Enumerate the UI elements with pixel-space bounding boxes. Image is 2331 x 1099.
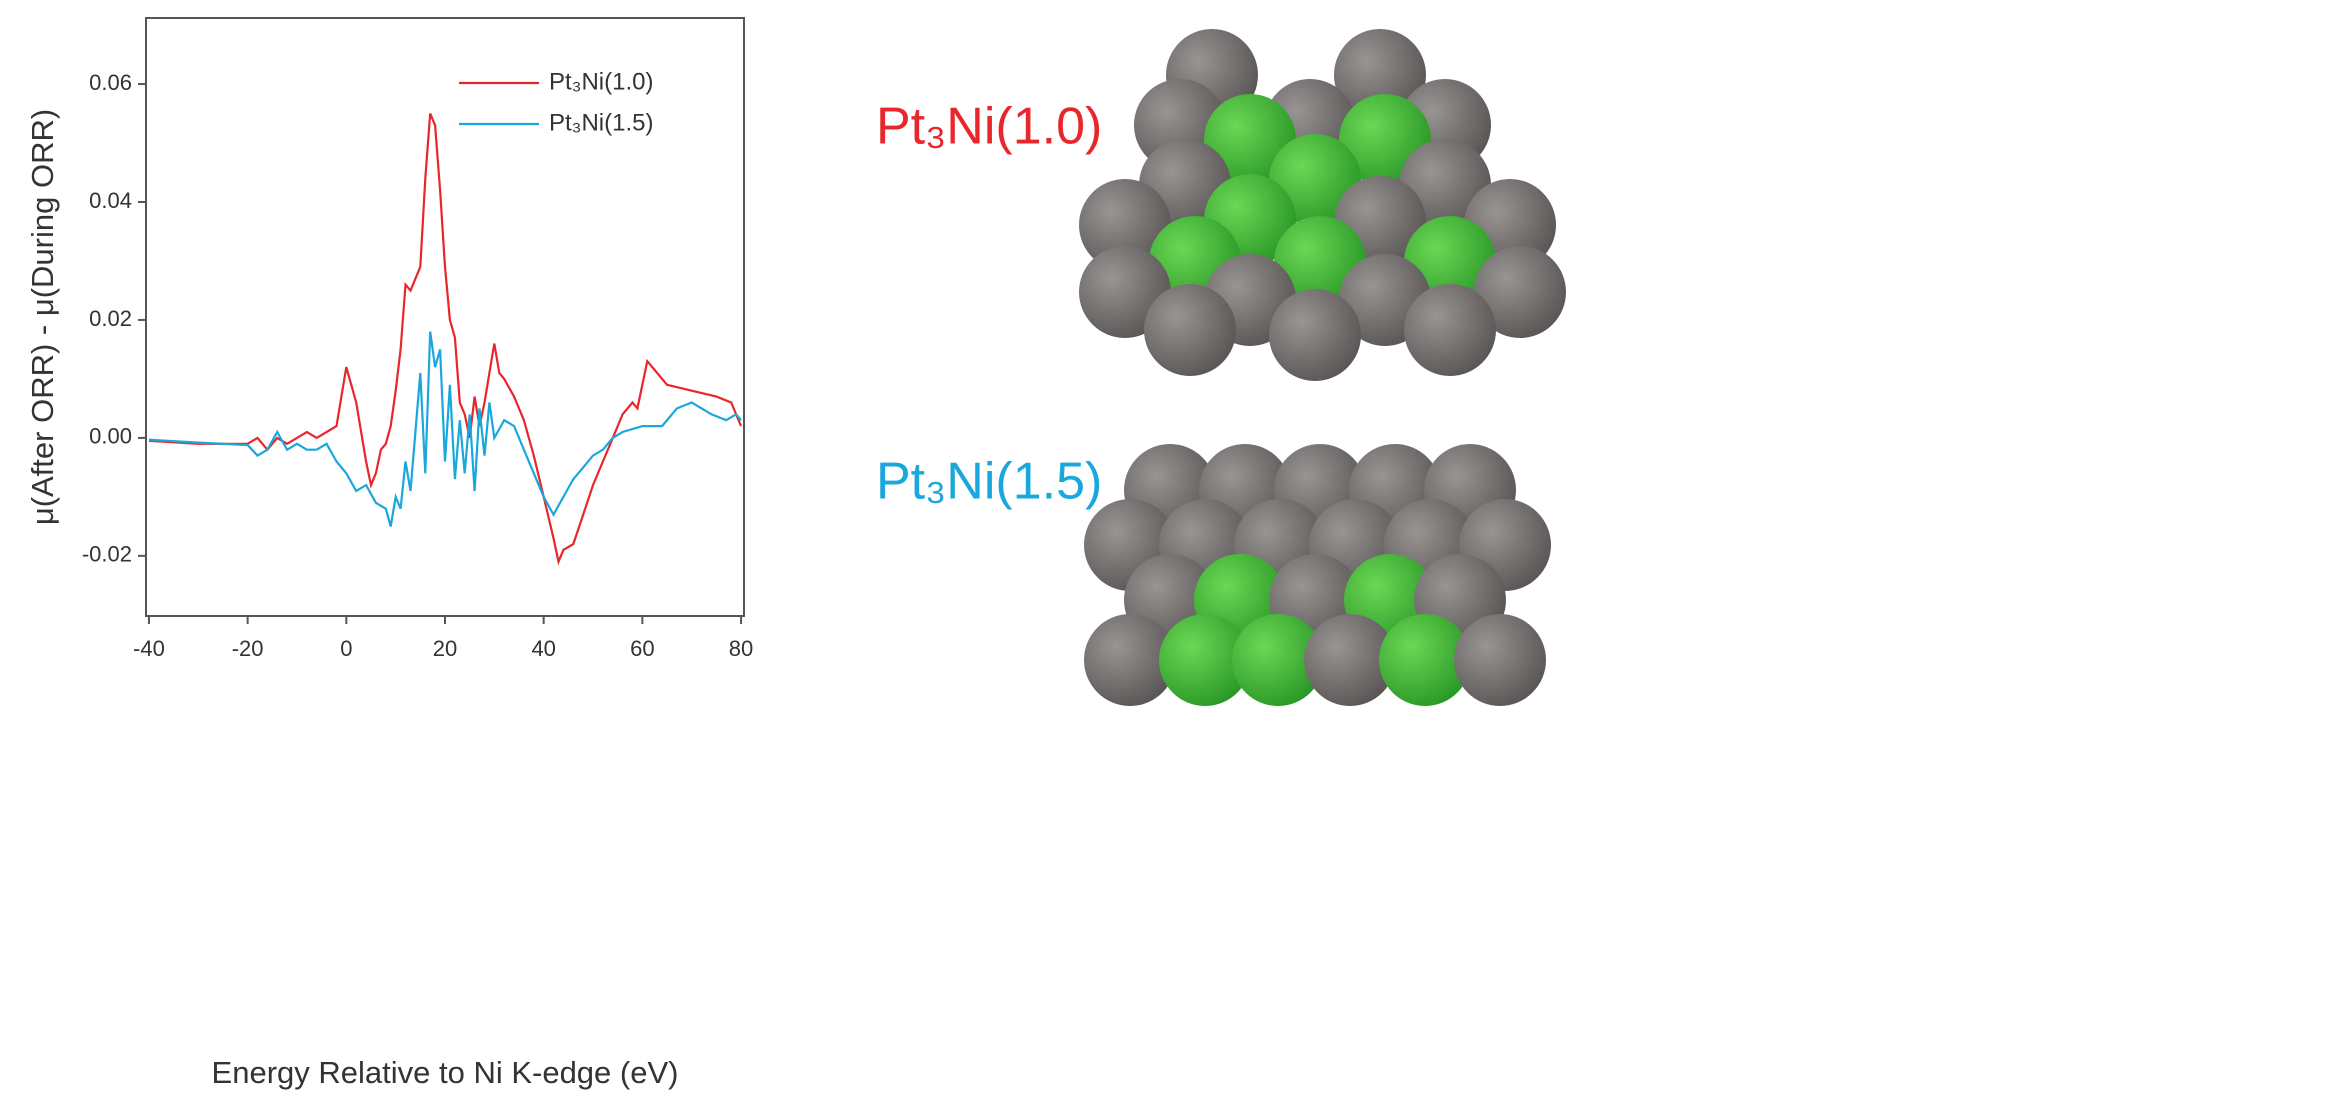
y-tick-label: 0.00 [89, 424, 132, 449]
x-tick-label: 80 [729, 636, 753, 661]
y-axis-label: μ(After ORR) - μ(During ORR) [25, 109, 60, 525]
diagram-label: Pt₃Ni(1.5) [876, 453, 1102, 511]
ni-atom [1232, 614, 1324, 706]
atom-model [1079, 29, 1566, 706]
data-line [148, 331, 742, 527]
pt-atom [1454, 614, 1546, 706]
y-tick-label: 0.02 [89, 306, 132, 331]
y-tick-label: 0.04 [89, 188, 132, 213]
pt-atom [1404, 284, 1496, 376]
legend-label: Pt₃Ni(1.5) [549, 109, 653, 136]
pt-atom [1304, 614, 1396, 706]
pt-atom [1474, 246, 1566, 338]
pt-atom [1144, 284, 1236, 376]
x-tick-label: -20 [232, 636, 264, 661]
diagram-label: Pt₃Ni(1.0) [876, 98, 1102, 156]
y-tick-label: 0.06 [89, 70, 132, 95]
x-tick-label: 60 [630, 636, 654, 661]
data-line [148, 113, 743, 566]
ni-atom [1159, 614, 1251, 706]
pt-atom [1269, 289, 1361, 381]
x-tick-label: 20 [433, 636, 457, 661]
x-tick-label: -40 [133, 636, 165, 661]
ni-atom [1379, 614, 1471, 706]
x-tick-label: 40 [531, 636, 555, 661]
y-tick-label: -0.02 [82, 542, 132, 567]
pt-atom [1079, 179, 1171, 271]
x-tick-label: 0 [340, 636, 352, 661]
legend-label: Pt₃Ni(1.0) [549, 68, 653, 95]
plot-frame [145, 17, 745, 617]
pt-atom [1084, 614, 1176, 706]
x-axis-label: Energy Relative to Ni K-edge (eV) [212, 1055, 679, 1090]
